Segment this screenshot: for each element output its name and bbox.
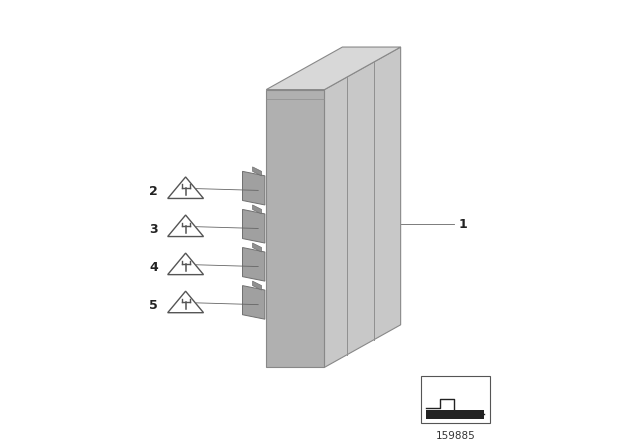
Polygon shape	[253, 281, 262, 290]
Polygon shape	[168, 253, 204, 275]
Polygon shape	[168, 215, 204, 237]
Polygon shape	[243, 172, 265, 205]
Polygon shape	[168, 177, 204, 198]
Text: 2: 2	[149, 185, 158, 198]
Polygon shape	[243, 210, 265, 243]
Polygon shape	[168, 291, 204, 313]
Polygon shape	[253, 243, 262, 252]
Polygon shape	[324, 47, 401, 367]
Text: 4: 4	[149, 261, 158, 275]
Text: 159885: 159885	[436, 431, 476, 441]
Bar	[421, 376, 490, 423]
Polygon shape	[266, 90, 324, 367]
Text: 1: 1	[459, 217, 468, 231]
Bar	[426, 410, 484, 419]
Text: 5: 5	[149, 299, 158, 313]
Polygon shape	[243, 286, 265, 319]
Polygon shape	[253, 205, 262, 214]
Polygon shape	[266, 47, 401, 90]
Text: 3: 3	[149, 223, 158, 237]
Polygon shape	[243, 247, 265, 281]
Polygon shape	[253, 167, 262, 176]
